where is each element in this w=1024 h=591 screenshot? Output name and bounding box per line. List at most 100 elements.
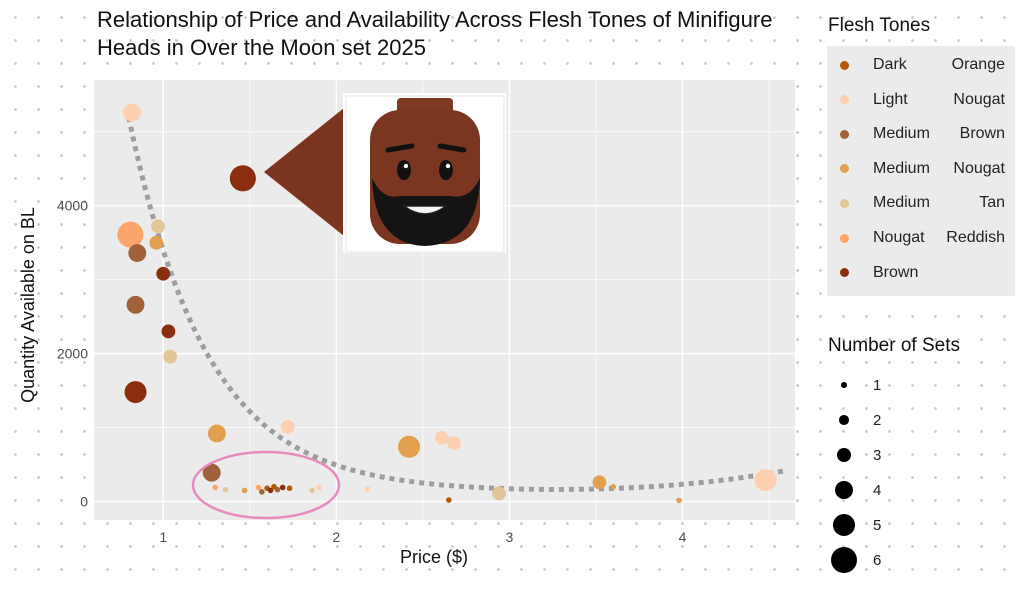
right-eye	[439, 160, 453, 180]
color-legend: Dark Orange Light Nougat Medium Brown Mediu…	[827, 46, 1015, 296]
color-legend-entry: Medium Tan	[827, 186, 1005, 220]
data-point	[610, 483, 617, 490]
legend-swatch	[827, 221, 861, 255]
data-point	[222, 486, 229, 493]
legend-swatch	[827, 48, 861, 82]
size-legend-entry: 2	[827, 403, 881, 437]
x-tick-label: 3	[506, 529, 514, 545]
left-eye-glint	[403, 163, 409, 169]
color-legend-entry: Dark Orange	[827, 48, 1005, 82]
legend-swatch	[827, 117, 861, 151]
legend-label: Dark Orange	[873, 56, 1005, 73]
legend-dot	[833, 514, 855, 536]
y-axis-label: Quantity Available on BL	[18, 207, 38, 403]
legend-swatch	[827, 152, 861, 186]
data-point	[435, 431, 449, 445]
right-eye-glint	[445, 163, 451, 169]
legend-dot	[839, 415, 849, 425]
legend-dot	[839, 60, 849, 70]
y-tick-label: 4000	[57, 198, 88, 214]
data-point	[492, 486, 506, 501]
data-point	[364, 486, 371, 492]
legend-dot	[830, 546, 858, 574]
data-point	[156, 266, 171, 281]
legend-dot	[841, 382, 847, 388]
data-point	[126, 295, 145, 314]
legend-label: Nougat Reddish	[873, 229, 1005, 246]
legend-label: 5	[873, 516, 882, 534]
color-legend-title: Flesh Tones	[828, 15, 931, 36]
size-legend-entry: 3	[827, 438, 881, 472]
legend-label: 1	[873, 376, 882, 394]
data-point	[279, 484, 286, 491]
data-point	[161, 324, 176, 339]
data-point	[280, 419, 295, 434]
legend-dot	[839, 164, 849, 174]
data-point	[255, 484, 262, 491]
data-point	[309, 487, 315, 494]
size-legend-entry: 6	[827, 543, 881, 577]
data-point	[446, 497, 452, 503]
data-point	[267, 487, 274, 494]
legend-dot	[839, 95, 849, 105]
data-point	[229, 165, 256, 192]
left-eyebrow	[385, 143, 415, 153]
data-point	[149, 235, 164, 250]
legend-label: Medium Tan	[873, 194, 1005, 212]
legend-dot	[839, 233, 849, 243]
highlight-ellipse	[191, 450, 341, 520]
data-point	[592, 475, 607, 490]
legend-swatch	[827, 473, 861, 507]
data-point	[128, 244, 147, 262]
size-legend-entry: 1	[827, 368, 881, 402]
legend-dot	[839, 268, 849, 278]
annotations	[191, 93, 506, 520]
size-legend-entry: 5	[827, 508, 881, 542]
data-point	[316, 484, 322, 491]
data-point	[286, 485, 293, 492]
legend-label: Light Nougat	[873, 90, 1005, 108]
data-point	[754, 469, 777, 492]
minifigure-head-image	[345, 95, 505, 253]
data-point	[398, 435, 421, 458]
size-legend-entry: 4	[827, 473, 881, 507]
data-point	[151, 219, 165, 234]
legend-swatch	[827, 403, 861, 437]
legend-swatch	[827, 186, 861, 220]
x-tick-label: 4	[679, 529, 687, 545]
legend-swatch	[827, 368, 861, 402]
data-point	[124, 381, 147, 404]
data-point	[676, 497, 682, 504]
legend-label: Brown	[873, 263, 919, 281]
size-legend: 1 2 3 4 5 6	[827, 368, 881, 580]
data-point	[202, 463, 221, 482]
legend-dot	[837, 448, 851, 462]
data-point	[212, 484, 218, 491]
legend-label: 6	[873, 551, 882, 569]
y-tick-label: 2000	[57, 346, 88, 362]
axis-ticks: 1 2 3 4 0 2000 4000	[57, 198, 687, 545]
data-point	[117, 221, 144, 248]
data-point	[274, 486, 281, 493]
data-point	[241, 487, 248, 494]
legend-label: Medium Brown	[873, 125, 1005, 143]
data-points	[117, 103, 777, 504]
legend-swatch	[827, 508, 861, 542]
legend-label: 4	[873, 481, 882, 499]
data-point	[123, 103, 142, 122]
legend-swatch	[827, 256, 861, 290]
color-legend-entry: Brown	[827, 256, 1005, 290]
y-tick-label: 0	[80, 494, 88, 510]
data-point	[447, 436, 461, 450]
color-legend-entry: Light Nougat	[827, 83, 1005, 117]
color-legend-entry: Nougat Reddish	[827, 221, 1005, 255]
legend-label: Medium Nougat	[873, 159, 1005, 177]
x-tick-label: 1	[159, 529, 167, 545]
legend-label: 2	[873, 411, 882, 429]
trend-line	[126, 116, 784, 492]
data-point	[163, 349, 178, 364]
legend-swatch	[827, 543, 861, 577]
chart-title: Relationship of Price and Availability A…	[97, 7, 773, 60]
left-eye	[397, 160, 411, 180]
callout-pointer	[264, 108, 344, 236]
